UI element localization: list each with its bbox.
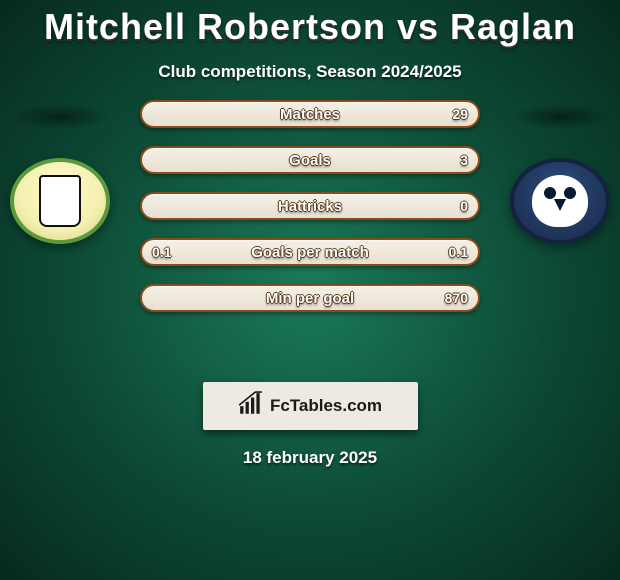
player-right-shadow <box>510 104 610 130</box>
stat-right-value: 29 <box>452 102 468 126</box>
player-left-shadow <box>10 104 110 130</box>
owl-crest-icon <box>532 175 588 227</box>
stat-right-value: 3 <box>460 148 468 172</box>
stat-right-value: 0.1 <box>449 240 468 264</box>
stat-row-hattricks: Hattricks 0 <box>140 192 480 220</box>
bar-chart-icon <box>238 391 264 422</box>
stat-label: Min per goal <box>266 290 354 307</box>
comparison-arena: Matches 29 Goals 3 Hattricks 0 0.1 Goals… <box>0 100 620 360</box>
stat-right-value: 870 <box>445 286 468 310</box>
stat-row-goals-per-match: 0.1 Goals per match 0.1 <box>140 238 480 266</box>
stat-label: Matches <box>280 106 340 123</box>
page-title: Mitchell Robertson vs Raglan <box>0 0 620 48</box>
stat-row-goals: Goals 3 <box>140 146 480 174</box>
player-right-badge <box>510 158 610 244</box>
subtitle: Club competitions, Season 2024/2025 <box>0 48 620 82</box>
player-left-column <box>0 100 120 244</box>
brand-box: FcTables.com <box>203 382 418 430</box>
player-left-badge <box>10 158 110 244</box>
player-right-column <box>500 100 620 244</box>
stat-bars: Matches 29 Goals 3 Hattricks 0 0.1 Goals… <box>140 100 480 312</box>
stat-label: Goals per match <box>251 244 369 261</box>
stat-row-min-per-goal: Min per goal 870 <box>140 284 480 312</box>
stat-right-value: 0 <box>460 194 468 218</box>
stat-left-value: 0.1 <box>152 240 171 264</box>
brand-text: FcTables.com <box>270 396 382 416</box>
stat-row-matches: Matches 29 <box>140 100 480 128</box>
stat-label: Goals <box>289 152 331 169</box>
stat-label: Hattricks <box>278 198 342 215</box>
date-text: 18 february 2025 <box>0 448 620 468</box>
